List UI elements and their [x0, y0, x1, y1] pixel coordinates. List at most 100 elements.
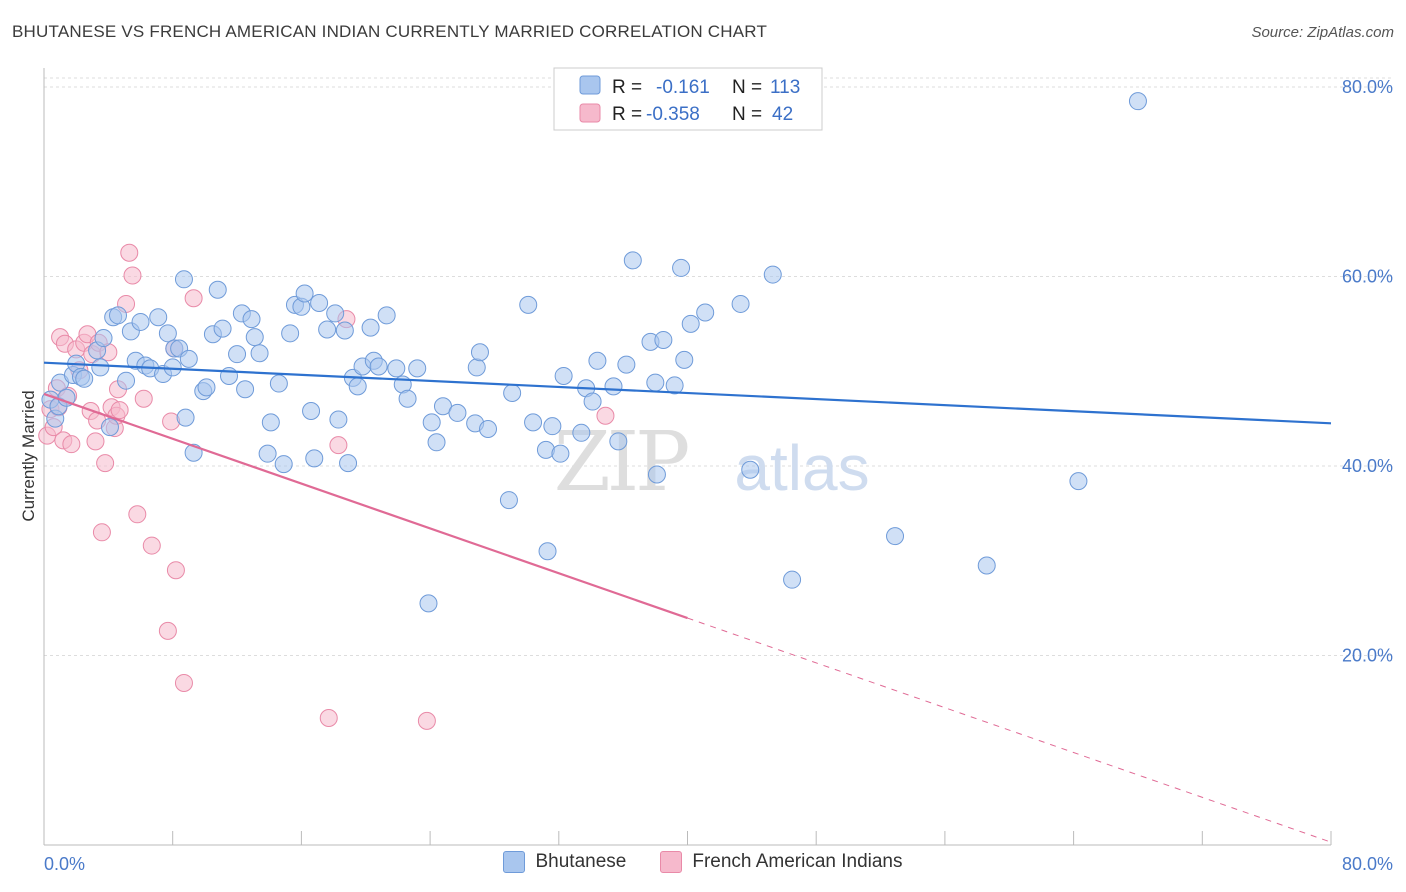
- trend-line-french-american-indians: [43, 392, 688, 620]
- data-point: [158, 324, 177, 343]
- axes: [43, 68, 1331, 846]
- data-point: [675, 350, 694, 369]
- data-point: [731, 294, 750, 313]
- data-point: [604, 377, 623, 396]
- data-point: [281, 324, 300, 343]
- series-legend: Bhutanese French American Indians: [0, 851, 1406, 873]
- legend-swatch-pink: [579, 103, 601, 123]
- series-legend-swatch-pink: [660, 851, 683, 873]
- legend-r-label-1: R =: [612, 77, 642, 98]
- data-point: [131, 312, 150, 331]
- data-point: [538, 542, 557, 561]
- data-point: [467, 358, 486, 377]
- data-point: [166, 561, 185, 580]
- data-point: [220, 366, 239, 385]
- data-point: [295, 284, 314, 303]
- y-tick-label: 60.0%: [1342, 266, 1393, 286]
- data-point: [524, 413, 543, 432]
- data-point: [503, 384, 522, 403]
- y-tick-label: 40.0%: [1342, 456, 1393, 476]
- data-point: [158, 621, 177, 640]
- data-point: [339, 454, 358, 473]
- y-tick-labels: 20.0% 40.0% 60.0% 80.0%: [1342, 77, 1393, 666]
- data-point: [274, 455, 293, 474]
- data-point: [92, 523, 111, 542]
- data-point: [387, 359, 406, 378]
- data-point: [583, 392, 602, 411]
- data-point: [329, 410, 348, 429]
- data-point: [269, 374, 288, 393]
- data-point: [554, 366, 573, 385]
- data-point: [348, 377, 367, 396]
- data-point: [783, 570, 802, 589]
- data-point: [213, 319, 232, 338]
- data-point: [120, 243, 139, 262]
- data-point: [174, 673, 193, 692]
- data-point: [609, 432, 628, 451]
- data-point: [623, 251, 642, 270]
- chart-title: BHUTANESE VS FRENCH AMERICAN INDIAN CURR…: [12, 22, 768, 41]
- data-point: [977, 556, 996, 575]
- data-point: [654, 330, 673, 349]
- legend-n-value-1: 113: [770, 77, 800, 98]
- data-point: [329, 436, 348, 455]
- data-point: [499, 491, 518, 510]
- data-point: [110, 401, 129, 420]
- data-point: [123, 266, 142, 285]
- source-label: Source: ZipAtlas.com: [1251, 24, 1394, 41]
- trend-line-french-american-indians-extrapolated: [687, 617, 1332, 843]
- data-point: [176, 408, 195, 427]
- legend-n-label-1: N =: [732, 77, 762, 98]
- watermark: ZIP atlas: [554, 415, 870, 510]
- data-point: [128, 505, 147, 524]
- data-point: [184, 289, 203, 308]
- data-point: [261, 413, 280, 432]
- data-point: [228, 345, 247, 364]
- data-point: [91, 358, 110, 377]
- data-point: [398, 389, 417, 408]
- data-point: [149, 308, 168, 327]
- data-point: [886, 527, 905, 546]
- trend-line-bhutanese: [43, 361, 1332, 425]
- data-point: [1069, 472, 1088, 491]
- x-tick-label-max: 80.0%: [1342, 854, 1393, 874]
- data-point: [551, 444, 570, 463]
- x-tick-label-min: 0.0%: [44, 854, 85, 874]
- data-point: [302, 402, 321, 421]
- data-point: [665, 376, 684, 395]
- legend-n-value-2: 42: [772, 104, 793, 125]
- data-point: [681, 314, 700, 333]
- data-point: [318, 320, 337, 339]
- data-point: [100, 418, 119, 437]
- data-point: [617, 355, 636, 374]
- data-point: [305, 449, 324, 468]
- data-point: [319, 709, 338, 728]
- data-point: [250, 344, 269, 363]
- data-point: [174, 270, 193, 289]
- series-bhutanese: [41, 92, 1147, 613]
- data-point: [109, 306, 128, 325]
- x-ticks: [43, 831, 1332, 845]
- data-point: [543, 417, 562, 436]
- y-axis-label: Currently Married: [19, 390, 38, 521]
- data-point: [96, 454, 115, 473]
- data-point: [763, 265, 782, 284]
- data-point: [419, 594, 438, 613]
- data-point: [258, 444, 277, 463]
- data-point: [470, 343, 489, 362]
- data-point: [479, 420, 498, 439]
- data-point: [588, 351, 607, 370]
- data-point: [245, 328, 264, 347]
- data-point: [427, 433, 446, 452]
- data-point: [369, 357, 388, 376]
- data-point: [197, 378, 216, 397]
- data-point: [86, 432, 105, 451]
- legend-n-label-2: N =: [732, 104, 762, 125]
- data-point: [672, 258, 691, 277]
- data-point: [596, 406, 615, 425]
- data-point: [741, 460, 760, 479]
- data-point: [94, 329, 113, 348]
- data-point: [377, 306, 396, 325]
- data-point: [310, 293, 329, 312]
